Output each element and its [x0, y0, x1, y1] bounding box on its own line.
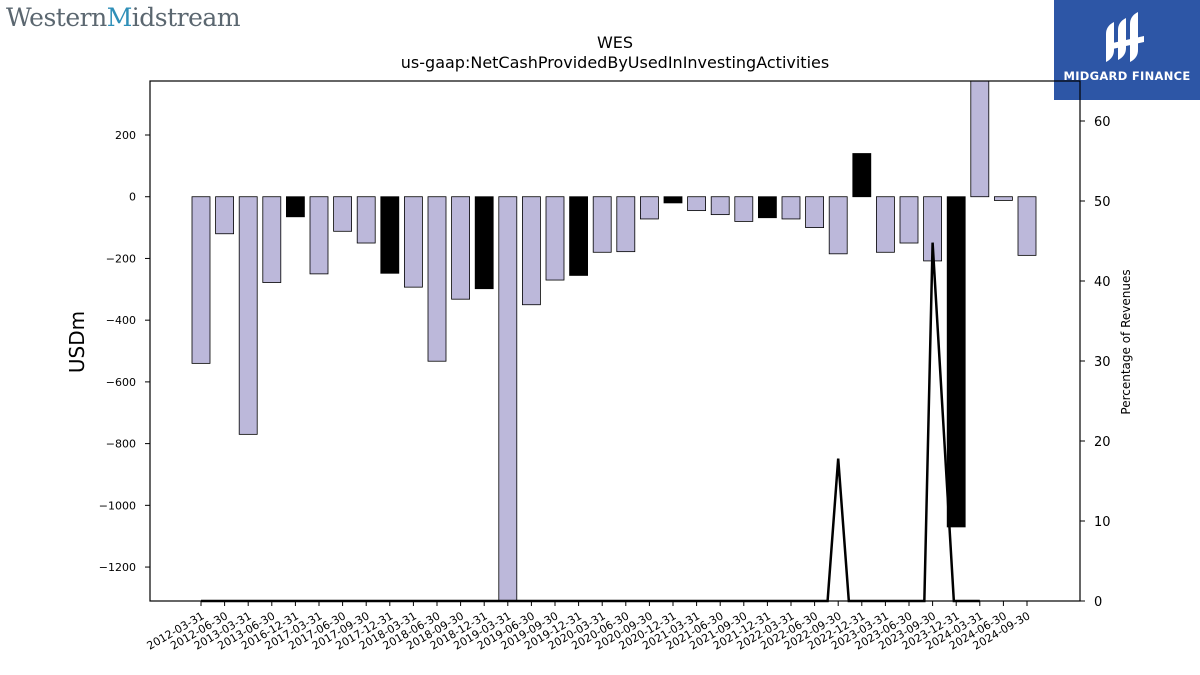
bar-2024-03-31: [970, 80, 990, 198]
bar-2012-03-31: [191, 196, 211, 364]
bar-2018-09-30: [451, 196, 471, 300]
y-tick-label: 200: [115, 129, 136, 142]
bar-2013-03-31: [238, 196, 258, 435]
bar-2016-12-31: [285, 196, 305, 218]
chart-title: WES: [597, 33, 633, 52]
plot-frame: [149, 80, 1081, 602]
bar-2020-03-31: [592, 196, 612, 253]
y-tick-label: −1200: [99, 561, 136, 574]
bar-2020-09-30: [640, 196, 659, 220]
y-tick-label: −800: [106, 438, 136, 451]
midgard-finance-logo: MIDGARD FINANCE: [1054, 0, 1200, 100]
y2-tick-label: 0: [1094, 595, 1102, 610]
secondary-y-axis-label: Percentage of Revenues: [1119, 269, 1133, 414]
y2-tick-label: 50: [1094, 195, 1111, 210]
bar-2019-03-31: [498, 196, 518, 602]
percentage-line-group: [201, 242, 980, 603]
bar-2021-03-31: [687, 196, 706, 212]
bar-2021-09-30: [734, 196, 754, 222]
bar-2024-09-30: [1017, 196, 1037, 256]
line-series-0: [201, 242, 980, 603]
y-tick-label: 0: [129, 191, 136, 204]
y-axis-label: USDm: [65, 311, 89, 373]
chart-subtitle: us-gaap:NetCashProvidedByUsedInInvesting…: [401, 53, 829, 72]
bar-2012-06-30: [215, 196, 235, 235]
bar-2023-03-31: [876, 196, 895, 253]
logo-text-m: M: [106, 2, 133, 32]
bar-2013-06-30: [262, 196, 282, 283]
y2-tick-label: 40: [1094, 275, 1111, 290]
logo-text-idstream: idstream: [131, 2, 241, 32]
bar-2017-03-31: [309, 196, 329, 275]
bar-2018-03-31: [403, 196, 423, 288]
logo-text-western: Western: [6, 2, 107, 32]
y-tick-label: −400: [106, 314, 136, 327]
bar-2018-06-30: [427, 196, 447, 362]
bar-2018-12-31: [474, 196, 494, 290]
bar-2020-06-30: [616, 196, 636, 253]
y-tick-label: −200: [106, 252, 136, 265]
y2-tick-label: 10: [1094, 515, 1111, 530]
bar-2023-06-30: [899, 196, 919, 244]
bar-2019-12-31: [569, 196, 588, 276]
bar-2020-12-31: [663, 196, 683, 204]
y2-tick-label: 20: [1094, 435, 1111, 450]
bar-2022-03-31: [781, 196, 801, 220]
bar-2023-12-31: [946, 196, 966, 528]
y-tick-label: −600: [106, 376, 136, 389]
bar-2019-06-30: [522, 196, 541, 306]
bar-2022-12-31: [852, 153, 872, 198]
midgard-brand-name: MIDGARD FINANCE: [1063, 69, 1191, 83]
bar-2017-09-30: [356, 196, 376, 244]
axes-group: 200 0 −200 −400 −600 −800 −1000 −1200 0 10 20 30 40 5…: [99, 80, 1111, 653]
bars-group: [191, 80, 1037, 602]
midgard-emblem-icon: [1106, 12, 1144, 62]
bar-2024-06-30: [994, 196, 1013, 201]
y2-tick-label: 60: [1094, 115, 1111, 130]
bar-2017-12-31: [380, 196, 400, 274]
bar-2022-09-30: [828, 196, 848, 255]
bar-2019-09-30: [545, 196, 565, 281]
bar-2022-06-30: [805, 196, 824, 228]
bar-2021-12-31: [758, 196, 777, 219]
bar-2017-06-30: [333, 196, 353, 232]
y-tick-label: −1000: [99, 499, 136, 512]
bar-2021-06-30: [710, 196, 730, 216]
y2-tick-label: 30: [1094, 355, 1111, 370]
